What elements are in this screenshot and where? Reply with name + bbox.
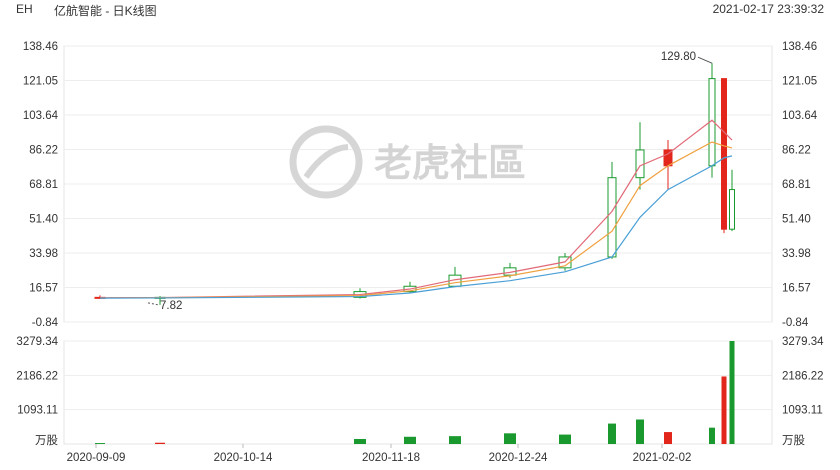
timestamp: 2021-02-17 23:39:32	[712, 2, 824, 16]
date-tick-label: 2021-02-02	[633, 452, 692, 464]
volume-bar	[608, 423, 616, 444]
price-axis-left: 138.46 121.05 103.64 86.22 68.81 51.40 33.98 16…	[16, 41, 58, 447]
date-axis: 2020-09-09 2020-10-14 2020-11-18 2020-12-24…	[67, 444, 692, 464]
volume-bar	[664, 432, 672, 444]
volume-tick-left: 3279.34	[16, 336, 58, 348]
price-tick-right: 68.81	[782, 179, 811, 191]
moving-average-lines	[99, 119, 733, 299]
annotations: 129.80 7.82	[147, 51, 713, 312]
price-tick-left: 86.22	[29, 145, 58, 157]
price-axis-right: 138.46 121.05 103.64 86.22 68.81 51.40 33.98 16…	[782, 41, 824, 447]
volume-tick-right: 3279.34	[782, 336, 824, 348]
volume-tick-left: 2186.22	[16, 370, 58, 382]
ticker-symbol: EH	[16, 2, 33, 16]
ma-line-ma5	[99, 119, 733, 299]
volume-unit-right: 万股	[782, 434, 805, 447]
price-tick-left: 51.40	[29, 213, 58, 225]
watermark: 老虎社區	[289, 125, 526, 199]
volume-bar	[721, 376, 727, 444]
volume-bar	[729, 341, 735, 444]
price-tick-right: 121.05	[782, 75, 817, 87]
volume-bar	[559, 434, 571, 444]
volume-bar	[709, 427, 715, 444]
price-tick-left: 103.64	[23, 110, 59, 122]
price-tick-right: 51.40	[782, 213, 811, 225]
volume-bar	[155, 442, 165, 444]
price-tick-left: 68.81	[29, 179, 58, 191]
candle-body	[607, 177, 617, 258]
tiger-logo-icon	[289, 125, 363, 199]
volume-panel-frame	[63, 340, 773, 445]
price-tick-right: 103.64	[782, 110, 818, 122]
ma-line-ma20	[99, 155, 733, 299]
price-tick-right: -0.84	[782, 317, 809, 329]
tiger-logo-stripe-icon	[303, 144, 349, 179]
candle-body	[729, 189, 735, 230]
price-tick-left: -0.84	[32, 317, 59, 329]
date-tick-label: 2020-12-24	[489, 452, 548, 464]
volume-unit-left: 万股	[35, 434, 58, 447]
candle-body	[721, 78, 727, 230]
watermark-text: 老虎社區	[374, 141, 526, 185]
volume-bar	[354, 438, 366, 444]
low-callout-line	[147, 302, 159, 306]
price-tick-right: 33.98	[782, 248, 811, 260]
volume-bar	[636, 419, 644, 444]
volume-bar	[95, 443, 105, 444]
price-tick-left: 138.46	[23, 41, 58, 53]
volume-bar	[504, 433, 516, 444]
volume-bar	[404, 436, 416, 444]
price-tick-right: 86.22	[782, 145, 811, 157]
volume-bars	[95, 341, 735, 444]
price-tick-left: 121.05	[23, 75, 58, 87]
high-callout-line	[697, 56, 713, 64]
chart-header: EH 亿航智能 - 日K线图 2021-02-17 23:39:32	[0, 0, 840, 18]
price-tick-right: 138.46	[782, 41, 817, 53]
low-label: 7.82	[160, 300, 182, 312]
candle-body	[635, 149, 645, 179]
date-tick-label: 2020-11-18	[362, 452, 420, 464]
volume-tick-left: 1093.11	[17, 405, 58, 417]
volume-tick-right: 1093.11	[782, 405, 823, 417]
grid-lines	[63, 45, 773, 445]
volume-bar	[449, 436, 461, 444]
volume-tick-right: 2186.22	[782, 370, 824, 382]
price-tick-left: 16.57	[29, 283, 58, 295]
high-label: 129.80	[661, 51, 696, 63]
price-tick-left: 33.98	[29, 248, 58, 260]
date-tick-label: 2020-10-14	[214, 452, 273, 464]
ma-line-ma10	[99, 141, 733, 299]
price-tick-right: 16.57	[782, 283, 811, 295]
chart-name: 亿航智能 - 日K线图	[54, 4, 157, 18]
date-tick-label: 2020-09-09	[67, 452, 126, 464]
